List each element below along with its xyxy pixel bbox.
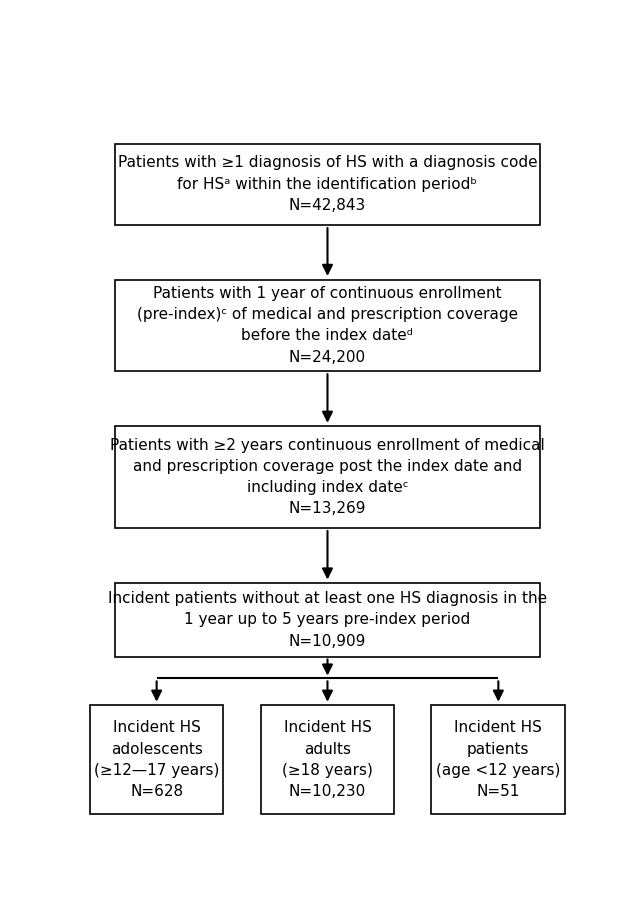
Bar (114, 280, 541, 371)
Text: Patients with 1 year of continuous enrollment: Patients with 1 year of continuous enrol… (153, 286, 502, 301)
Bar (114, 426, 541, 528)
Text: (≥12—17 years): (≥12—17 years) (94, 763, 219, 778)
Text: N=628: N=628 (130, 784, 183, 799)
Text: including index dateᶜ: including index dateᶜ (247, 481, 408, 495)
Text: N=10,230: N=10,230 (289, 784, 366, 799)
Text: adults: adults (304, 742, 351, 757)
Text: Incident HS: Incident HS (112, 721, 201, 735)
Text: Incident HS: Incident HS (284, 721, 371, 735)
Text: before the index dateᵈ: before the index dateᵈ (242, 328, 413, 344)
Text: Patients with ≥2 years continuous enrollment of medical: Patients with ≥2 years continuous enroll… (110, 438, 545, 453)
Text: Incident patients without at least one HS diagnosis in the: Incident patients without at least one H… (108, 591, 547, 606)
Text: N=13,269: N=13,269 (289, 502, 366, 516)
Text: patients: patients (467, 742, 530, 757)
Text: (≥18 years): (≥18 years) (282, 763, 373, 778)
Text: N=10,909: N=10,909 (289, 634, 366, 648)
Text: and prescription coverage post the index date and: and prescription coverage post the index… (133, 459, 522, 474)
Bar (261, 705, 394, 814)
Bar (114, 583, 541, 657)
Text: for HSᵃ within the identification periodᵇ: for HSᵃ within the identification period… (178, 177, 477, 192)
Text: 1 year up to 5 years pre-index period: 1 year up to 5 years pre-index period (185, 613, 470, 627)
Text: N=42,843: N=42,843 (289, 198, 366, 213)
Text: Patients with ≥1 diagnosis of HS with a diagnosis code: Patients with ≥1 diagnosis of HS with a … (118, 156, 537, 171)
Bar (89, 705, 224, 814)
Text: N=24,200: N=24,200 (289, 349, 366, 365)
Text: N=51: N=51 (477, 784, 520, 799)
Text: Incident HS: Incident HS (454, 721, 543, 735)
Text: (pre-index)ᶜ of medical and prescription coverage: (pre-index)ᶜ of medical and prescription… (137, 307, 518, 322)
Bar (431, 705, 566, 814)
Text: (age <12 years): (age <12 years) (436, 763, 560, 778)
Text: adolescents: adolescents (111, 742, 203, 757)
Bar (114, 144, 541, 225)
